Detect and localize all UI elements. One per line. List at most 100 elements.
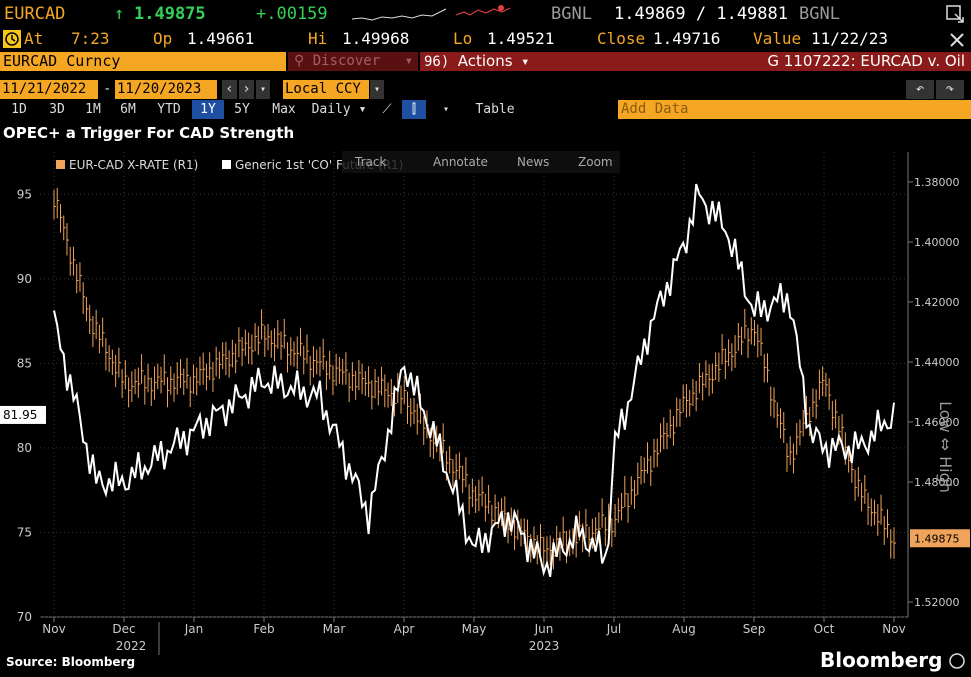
left-tick-label: 90 [17,272,32,286]
chart-title: OPEC+ a Trigger For CAD Strength [3,124,295,142]
mini-chart-icon [456,5,511,16]
x-tick-label: Dec [112,622,135,636]
legend-eurcad: EUR-CAD X-RATE (R1) [69,158,198,172]
x-tick-label: May [462,622,487,636]
left-axis: 95 90 85 80 75 70 81.95 [0,187,46,624]
chart-type-dropdown-icon[interactable]: ▾ [442,104,450,115]
x-tick-label: Nov [42,622,65,636]
close-value: 1.49716 [653,29,721,48]
right-tick-label: 1.48000 [914,476,960,489]
year-label: 2022 [116,639,147,653]
close-icon[interactable] [950,33,964,47]
table-button[interactable]: Table [475,102,515,117]
bloomberg-logo: Bloomberg [820,648,943,672]
source-note: Source: Bloomberg [6,655,136,669]
track-tool[interactable]: Track [354,155,386,169]
currency-dropdown-icon[interactable]: ▾ [370,80,384,99]
currency-select[interactable]: Local CCY [283,80,369,99]
left-current-badge: 81.95 [0,405,46,424]
right-tick-label: 1.42000 [914,296,960,309]
resize-icon[interactable] [948,652,966,670]
security-field[interactable]: EURCAD Curncy [0,52,286,71]
prev-arrow-icon[interactable]: ‹ [222,80,237,99]
date-separator: - [103,81,112,97]
at-label: At [24,29,44,48]
line-chart-icon[interactable]: ⟋ [382,102,392,117]
up-arrow-icon: ↑ [114,4,125,24]
start-date-input[interactable]: 11/21/2022 [0,80,98,99]
tab-period-1y[interactable]: 1Y [192,100,224,119]
open-value: 1.49661 [187,29,255,48]
period-bar: 1D 3D 1M 6M YTD 1Y 5Y Max Daily ▾ ⟋ ⫿ ▾ … [0,100,971,119]
right-tick-label: 1.40000 [914,236,960,249]
tab-period-1d[interactable]: 1D [11,102,27,117]
chart-tools: Track Annotate News Zoom [342,151,620,173]
year-label: 2023 [529,639,560,653]
right-current-badge: 1.49875 [910,529,970,548]
redo-icon[interactable]: ↷ [936,80,964,99]
close-label: Close [597,29,646,48]
actions-button[interactable]: 96) Actions ▾ [424,52,530,70]
x-tick-label: Nov [882,622,905,636]
high-label: Hi [308,29,328,48]
right-tick-label: 1.52000 [914,596,960,609]
tab-period-ytd[interactable]: YTD [157,102,181,117]
legend-swatch-oil [222,160,231,169]
discover-button[interactable]: ⚲ Discover ▾ [288,52,418,71]
zoom-tool[interactable]: Zoom [578,155,613,169]
x-tick-label: Aug [672,622,695,636]
x-tick-label: Jun [534,622,554,636]
source-left: BGNL [551,4,592,24]
tab-period-3d[interactable]: 3D [49,102,65,117]
series-eurcad [53,187,896,570]
left-tick-label: 70 [17,610,32,624]
low-value: 1.49521 [487,29,555,48]
security-toolbar: EURCAD Curncy ⚲ Discover ▾ 96) Actions ▾ … [0,51,971,72]
news-tool[interactable]: News [517,155,549,169]
calendar-dropdown-icon[interactable]: ▾ [256,80,270,99]
tab-period-6m[interactable]: 6M [120,102,136,117]
right-tick-label: 1.46000 [914,416,960,429]
legend-swatch-eurcad [56,160,65,169]
frequency-select[interactable]: Daily ▾ [311,102,367,117]
sparkline-icon [352,8,447,21]
candle-chart-icon[interactable]: ⫿ [402,100,426,119]
x-axis: Nov Dec Jan Feb Mar Apr May Jun Jul Aug Sep Oct Nov 2… [42,617,906,655]
right-tick-label: 1.44000 [914,356,960,369]
expand-icon[interactable] [946,5,964,23]
undo-icon[interactable]: ↶ [906,80,934,99]
x-tick-label: Feb [253,622,274,636]
x-tick-label: Apr [394,622,415,636]
chart-code: G 1107222: EURCAD v. Oil [767,52,965,70]
right-current-value: 1.49875 [914,532,960,545]
left-tick-label: 75 [17,525,32,539]
quote-header: EURCAD ↑ 1.49875 +.00159 BGNL 1.49869 / … [0,0,971,28]
actions-bar: 96) Actions ▾ G 1107222: EURCAD v. Oil [420,52,971,71]
tab-period-1m[interactable]: 1M [85,102,101,117]
annotate-tool[interactable]: Annotate [433,155,488,169]
source-right: BGNL [799,4,840,24]
left-tick-label: 80 [17,441,32,455]
series-oil [53,183,895,578]
right-tick-label: 1.38000 [914,176,960,189]
value-date: 11/22/23 [811,29,889,48]
oil-line [53,183,895,578]
chevron-down-icon: ▾ [520,54,530,70]
tab-period-max[interactable]: Max [272,102,296,117]
grid [40,152,909,618]
left-tick-label: 95 [17,187,32,201]
ticker[interactable]: EURCAD [4,4,66,24]
end-date-input[interactable]: 11/20/2023 [115,80,217,99]
next-arrow-icon[interactable]: › [239,80,254,99]
tab-period-5y[interactable]: 5Y [234,102,250,117]
chevron-down-icon: ▾ [404,53,413,69]
add-data-input[interactable]: Add Data [618,100,971,119]
price-change: +.00159 [256,4,328,24]
last-price: 1.49875 [134,4,206,24]
open-label: Op [153,29,173,48]
high-value: 1.49968 [342,29,410,48]
x-tick-label: Oct [814,622,835,636]
right-axis-label: Low ⇔ High [936,401,955,493]
value-label: Value [753,29,802,48]
